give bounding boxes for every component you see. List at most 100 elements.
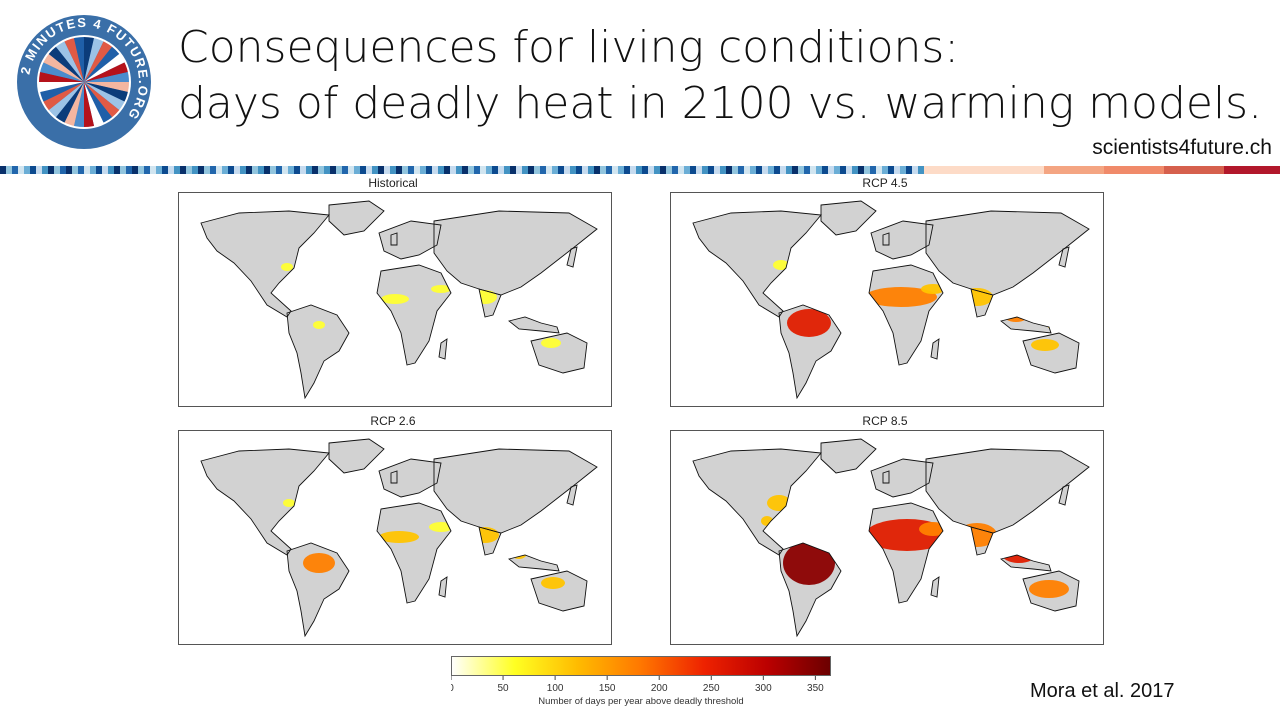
warming-stripe xyxy=(300,166,306,174)
warming-stripe xyxy=(336,166,342,174)
logo-wedge xyxy=(84,82,120,118)
warming-stripe xyxy=(1170,166,1176,174)
warming-stripe xyxy=(156,166,162,174)
warming-stripe xyxy=(342,166,348,174)
warming-stripe xyxy=(1020,166,1026,174)
warming-stripe xyxy=(990,166,996,174)
warming-stripe xyxy=(162,166,168,174)
heat-region xyxy=(473,290,497,304)
warming-stripe xyxy=(696,166,702,174)
warming-stripe xyxy=(168,166,174,174)
warming-stripe xyxy=(678,166,684,174)
warming-stripe xyxy=(942,166,948,174)
logo-wedge xyxy=(84,53,126,82)
heat-region xyxy=(379,531,419,543)
warming-stripe xyxy=(486,166,492,174)
warming-stripe xyxy=(798,166,804,174)
logo-wedge xyxy=(84,82,95,128)
warming-stripe xyxy=(1242,166,1248,174)
coastline-australia xyxy=(1022,332,1080,374)
coastline-north-america xyxy=(692,448,822,556)
slide-title: Consequences for living conditions: days… xyxy=(178,20,1268,132)
warming-stripe xyxy=(1032,166,1038,174)
heat-region xyxy=(283,499,295,507)
warming-stripe xyxy=(306,166,312,174)
warming-stripe xyxy=(438,166,444,174)
heat-region xyxy=(471,527,499,543)
warming-stripe xyxy=(588,166,594,174)
warming-stripe xyxy=(462,166,468,174)
warming-stripe xyxy=(552,166,558,174)
coastline-india xyxy=(478,526,502,556)
logo-wedge xyxy=(39,82,84,102)
coastline-africa xyxy=(376,264,452,366)
warming-stripe xyxy=(252,166,258,174)
warming-stripe xyxy=(1026,166,1032,174)
colorbar-tick-label: 200 xyxy=(651,683,668,694)
warming-stripe xyxy=(138,166,144,174)
heat-region xyxy=(511,547,527,559)
warming-stripe xyxy=(0,166,6,174)
warming-stripe xyxy=(810,166,816,174)
warming-stripe xyxy=(1140,166,1146,174)
land-uk xyxy=(883,471,889,483)
warming-stripe xyxy=(186,166,192,174)
warming-stripe xyxy=(1068,166,1074,174)
warming-stripe xyxy=(528,166,534,174)
warming-stripe xyxy=(900,166,906,174)
warming-stripe xyxy=(996,166,1002,174)
world-map xyxy=(200,438,598,638)
warming-stripe xyxy=(522,166,528,174)
title-line-2: days of deadly heat in 2100 vs. warming … xyxy=(178,78,1263,129)
warming-stripe xyxy=(360,166,366,174)
land-greenland xyxy=(329,201,384,235)
warming-stripe xyxy=(384,166,390,174)
warming-stripe xyxy=(312,166,318,174)
warming-stripe xyxy=(1200,166,1206,174)
logo-wedge xyxy=(84,82,126,111)
map-rcp45 xyxy=(670,192,1104,407)
warming-stripe xyxy=(738,166,744,174)
coastline-indonesia xyxy=(1000,554,1052,572)
coastline-australia xyxy=(1022,570,1080,612)
warming-stripe xyxy=(972,166,978,174)
coastline-madagascar xyxy=(930,338,940,360)
warming-stripe xyxy=(150,166,156,174)
warming-stripe xyxy=(78,166,84,174)
warming-stripe xyxy=(582,166,588,174)
warming-stripe xyxy=(354,166,360,174)
warming-stripe xyxy=(648,166,654,174)
warming-stripe xyxy=(198,166,204,174)
heat-region xyxy=(541,338,561,348)
site-url[interactable]: scientists4future.ch xyxy=(1092,136,1272,159)
warming-stripe xyxy=(492,166,498,174)
warming-stripe xyxy=(1014,166,1020,174)
warming-stripe xyxy=(42,166,48,174)
warming-stripe xyxy=(792,166,798,174)
warming-stripe xyxy=(108,166,114,174)
warming-stripe xyxy=(1098,166,1104,174)
warming-stripe xyxy=(1002,166,1008,174)
warming-stripe xyxy=(960,166,966,174)
warming-stripe xyxy=(804,166,810,174)
warming-stripe xyxy=(876,166,882,174)
coastline-madagascar xyxy=(438,576,448,598)
warming-stripe xyxy=(690,166,696,174)
warming-stripe xyxy=(642,166,648,174)
warming-stripe xyxy=(726,166,732,174)
coastline-japan xyxy=(1058,246,1070,268)
panel-title-rcp85: RCP 8.5 xyxy=(862,414,908,428)
warming-stripe xyxy=(426,166,432,174)
warming-stripe xyxy=(978,166,984,174)
logo-wedge xyxy=(42,82,84,111)
heat-region xyxy=(865,287,937,307)
coastline-europe xyxy=(870,220,934,260)
world-map xyxy=(200,200,598,400)
heat-region xyxy=(431,285,451,293)
warming-stripe xyxy=(36,166,42,174)
warming-stripe xyxy=(1008,166,1014,174)
warming-stripe xyxy=(1074,166,1080,174)
land-north-america xyxy=(693,449,821,555)
coastline-africa xyxy=(868,264,944,366)
warming-stripe xyxy=(822,166,828,174)
